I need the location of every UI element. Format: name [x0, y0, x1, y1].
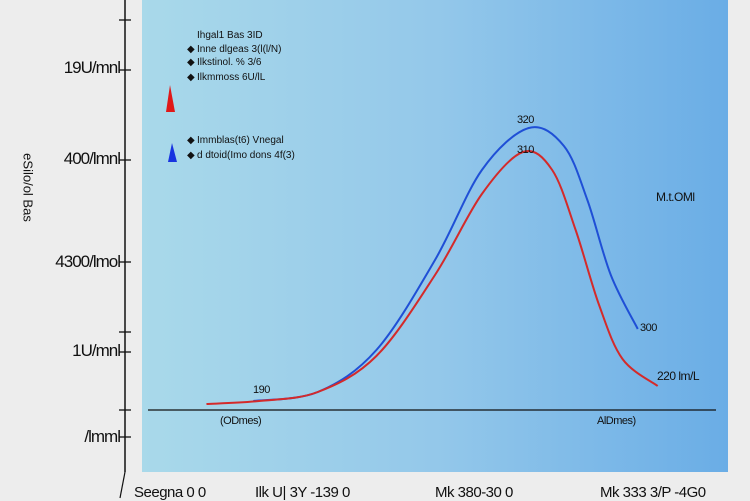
y-tick-label: 400/lmnl — [63, 149, 121, 168]
legend-blue-marker — [168, 143, 177, 162]
y-tick-label: 19U/mnl — [63, 58, 121, 77]
data-label: 320 — [517, 114, 534, 126]
data-label: 310 — [517, 144, 534, 156]
data-label: 220 lm/L — [657, 369, 700, 383]
y-tick-label: /lmml — [84, 427, 121, 446]
legend-item: ◆ d dtoid(Imo dons 4f(3) — [187, 150, 295, 161]
legend-red-marker — [166, 85, 175, 112]
x-tick-label: Mk 380-30 0 — [435, 484, 513, 501]
data-label: 300 — [640, 322, 657, 334]
x-tick-label: Seegna 0 0 — [134, 484, 206, 501]
legend-item: ◆ Ilkmmoss 6U/lL — [187, 72, 266, 83]
data-label: 190 — [253, 384, 270, 396]
baseline-label-right: AlDmes) — [597, 415, 636, 427]
series-line-blue — [253, 126, 639, 402]
legend-item: Ihgal1 Bas 3ID — [197, 30, 263, 41]
y-axis-title: eSilo/ol Bas — [20, 153, 36, 222]
y-tick-label: 4300/lmol — [55, 252, 121, 271]
legend-item: ◆ Ilkstinol. % 3/6 — [187, 57, 262, 68]
plot-area — [142, 0, 728, 472]
baseline-label-left: (ODmes) — [220, 415, 262, 427]
series-line-red — [206, 150, 659, 405]
x-tick-label: Mk 333 3/P -4G0 — [600, 484, 706, 501]
legend-item: ◆ Immblas(t6) Vnegal — [187, 135, 284, 146]
y-tick-label: 1U/mnl — [72, 341, 121, 360]
annotation-label: M.t.OMl — [656, 190, 695, 204]
y-axis-foot — [119, 471, 126, 499]
legend-item: ◆ Inne dlgeas 3(l(l/N) — [187, 44, 282, 55]
x-tick-label: Ilk U| 3Y -139 0 — [255, 484, 350, 501]
